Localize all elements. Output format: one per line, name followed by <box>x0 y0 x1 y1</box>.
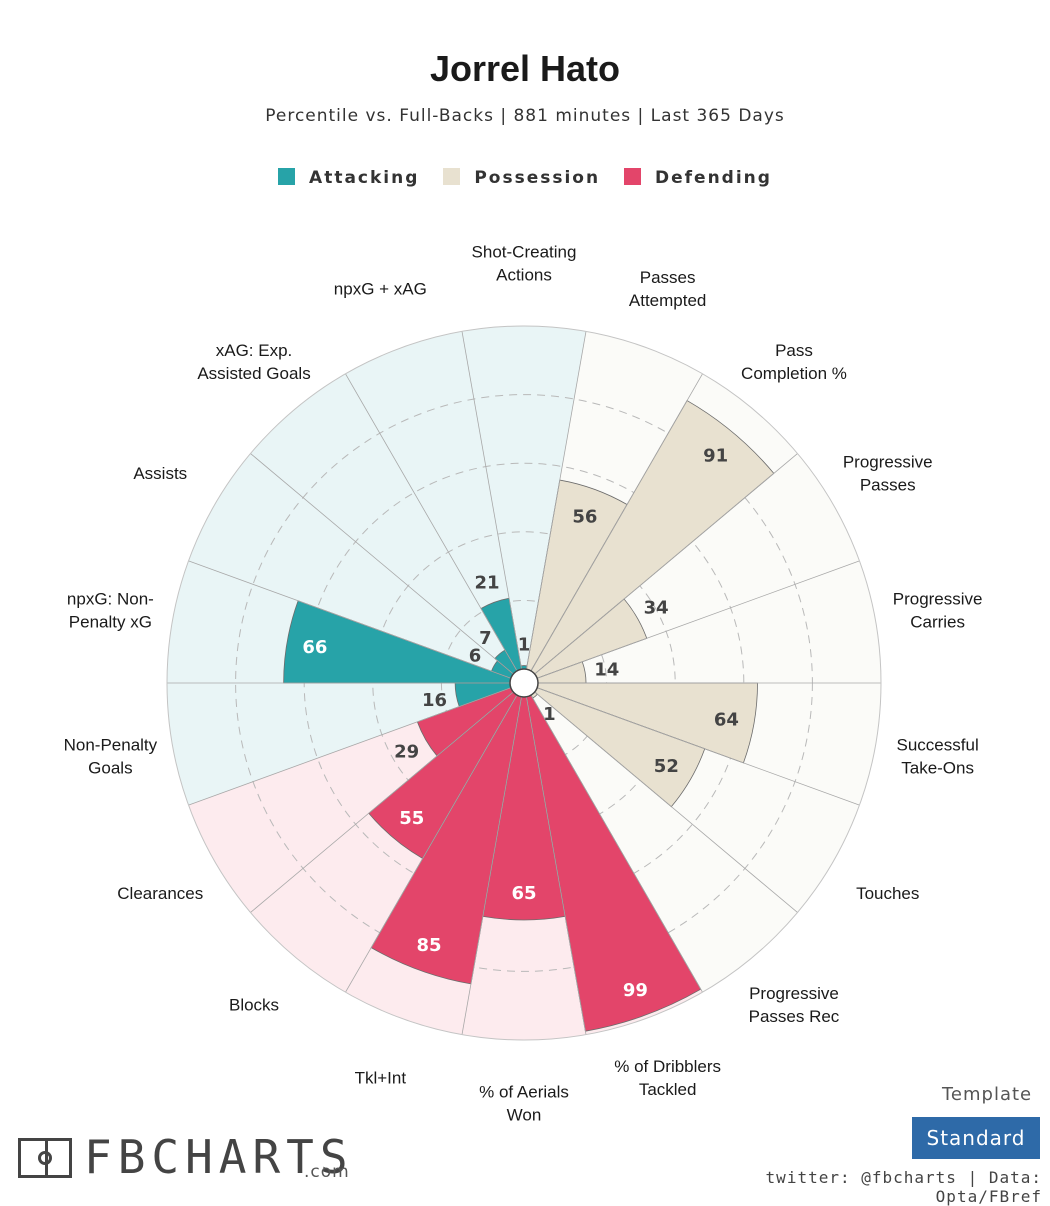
radial-separator <box>345 373 518 672</box>
category-label-xag-exp-assisted-goals-line1: xAG: Exp. <box>216 341 293 360</box>
category-label-passes-attempted-line2: Attempted <box>629 291 707 310</box>
background-sector-xag-exp-assisted-goals <box>250 373 517 675</box>
value-label-successful-take-ons: 64 <box>714 710 739 731</box>
value-label-progressive-carries: 14 <box>594 659 619 680</box>
radial-separator <box>526 331 587 670</box>
background-sector-assists <box>188 453 514 679</box>
legend-label-attacking: Attacking <box>309 168 420 188</box>
category-label-of-aerials-won-line1: % of Aerials <box>479 1083 569 1102</box>
template-label: Template <box>942 1084 1033 1105</box>
legend: Attacking Possession Defending <box>0 168 1050 188</box>
legend-item-attacking: Attacking <box>278 168 419 188</box>
category-label-npxg-non-penalty-xg-line1: npxG: Non- <box>67 590 154 609</box>
category-label-progressive-passes-line2: Passes <box>860 476 916 495</box>
category-label-of-dribblers-tackled-line1: % of Dribblers <box>614 1057 721 1076</box>
value-label-progressive-passes-rec: 1 <box>543 704 556 725</box>
radial-separator <box>534 691 798 913</box>
chart-title: Jorrel Hato <box>429 48 621 89</box>
radial-separator <box>537 687 860 806</box>
radial-separator <box>526 696 587 1035</box>
category-label-passes-attempted-line1: Passes <box>640 268 696 287</box>
category-label-successful-take-ons-line2: Take-Ons <box>901 758 974 777</box>
radial-separator <box>534 453 798 675</box>
template-badge: Standard <box>912 1117 1040 1159</box>
value-label-pass-completion: 91 <box>703 446 728 467</box>
legend-label-possession: Possession <box>474 168 601 188</box>
legend-item-possession: Possession <box>443 168 600 188</box>
category-label-non-penalty-goals-line2: Goals <box>88 758 132 777</box>
category-label-of-aerials-won-line2: Won <box>507 1106 542 1125</box>
value-label-shot-creating-actions: 1 <box>518 635 531 656</box>
category-label-successful-take-ons-line1: Successful <box>897 735 979 754</box>
category-label-shot-creating-actions-line1: Shot-Creating <box>472 243 577 262</box>
value-label-npxg-non-penalty-xg: 66 <box>302 637 327 658</box>
value-label-progressive-passes: 34 <box>644 598 669 619</box>
logo-text: FBCHARTS <box>84 1130 354 1184</box>
category-label-progressive-passes-line1: Progressive <box>843 453 933 472</box>
background-sector-non-penalty-goals <box>167 683 511 806</box>
radial-separator <box>530 694 703 993</box>
category-label-clearances: Clearances <box>117 884 203 903</box>
category-label-pass-completion-line1: Pass <box>775 341 813 360</box>
background-sector-progressive-carries <box>537 560 881 683</box>
category-label-non-penalty-goals-line1: Non-Penalty <box>64 735 158 754</box>
background-sector-progressive-passes-rec <box>531 691 798 993</box>
legend-swatch-attacking <box>278 168 296 185</box>
pitch-icon <box>18 1138 72 1178</box>
value-label-blocks: 55 <box>399 808 424 829</box>
category-label-progressive-carries-line1: Progressive <box>893 590 983 609</box>
background-sector-shot-creating-actions <box>462 326 586 670</box>
credits: twitter: @fbcharts | Data: Opta/FBref <box>765 1168 1042 1206</box>
value-label-of-dribblers-tackled: 99 <box>623 980 648 1001</box>
category-label-progressive-passes-rec-line1: Progressive <box>749 984 839 1003</box>
radial-separator <box>250 453 514 675</box>
radial-separator <box>461 696 522 1035</box>
value-label-non-penalty-goals: 16 <box>422 690 447 711</box>
value-label-of-aerials-won: 65 <box>511 883 536 904</box>
chart-subtitle: Percentile vs. Full-Backs | 881 minutes … <box>265 106 785 126</box>
radial-separator <box>188 560 511 679</box>
value-label-xag-exp-assisted-goals: 7 <box>479 628 492 649</box>
value-label-passes-attempted: 56 <box>572 507 597 528</box>
category-label-assists: Assists <box>133 464 187 483</box>
legend-swatch-possession <box>443 168 461 185</box>
value-label-clearances: 29 <box>394 742 419 763</box>
center-hole <box>509 668 539 698</box>
category-label-tkl-int: Tkl+Int <box>355 1069 407 1088</box>
category-label-of-dribblers-tackled-line2: Tackled <box>639 1080 697 1099</box>
radial-separator <box>461 331 522 670</box>
category-label-progressive-passes-rec-line2: Passes Rec <box>749 1007 840 1026</box>
category-label-pass-completion-line2: Completion % <box>741 364 847 383</box>
category-label-touches: Touches <box>856 884 919 903</box>
logo-suffix: .com <box>304 1162 350 1182</box>
radial-separator <box>537 560 860 679</box>
outer-circle <box>166 325 882 1041</box>
category-label-xag-exp-assisted-goals-line2: Assisted Goals <box>197 364 310 383</box>
legend-swatch-defending <box>624 168 642 185</box>
background-sector-npxg-xag <box>345 331 522 671</box>
legend-label-defending: Defending <box>655 168 772 188</box>
value-label-assists: 6 <box>469 646 482 667</box>
value-label-npxg-xag: 21 <box>475 572 500 593</box>
radial-separator <box>530 373 703 672</box>
category-label-blocks: Blocks <box>229 996 279 1015</box>
category-label-shot-creating-actions-line2: Actions <box>496 266 552 285</box>
category-label-progressive-carries-line2: Carries <box>910 613 965 632</box>
radial-separator <box>250 691 514 913</box>
legend-item-defending: Defending <box>624 168 772 188</box>
category-label-npxg-xag: npxG + xAG <box>334 279 427 298</box>
value-label-touches: 52 <box>654 756 679 777</box>
radial-separator <box>188 687 511 806</box>
value-label-tkl-int: 85 <box>417 935 442 956</box>
category-label-npxg-non-penalty-xg-line2: Penalty xG <box>69 613 152 632</box>
radial-separator <box>345 694 518 993</box>
